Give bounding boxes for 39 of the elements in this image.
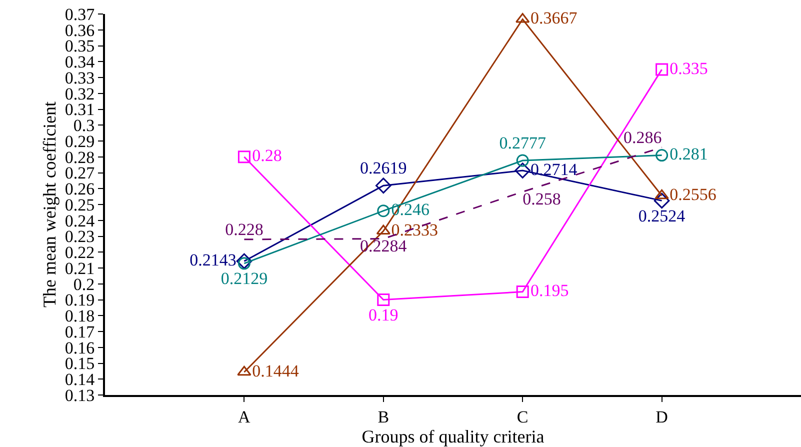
data-label: 0.195 — [530, 281, 569, 300]
data-label: 0.2714 — [530, 160, 578, 179]
point — [377, 294, 390, 306]
point — [656, 149, 668, 162]
data-label: 0.2556 — [670, 184, 716, 204]
data-label: 0.228 — [225, 220, 264, 240]
data-label: 0.1444 — [252, 361, 300, 380]
point — [514, 162, 530, 178]
point — [238, 150, 250, 164]
data-label: 0.258 — [522, 190, 561, 209]
data-label: 0.28 — [252, 146, 282, 166]
point — [654, 192, 670, 209]
point — [516, 286, 529, 298]
data-label: 0.286 — [624, 128, 662, 148]
data-label: 0.2524 — [638, 206, 686, 226]
data-label: 0.3667 — [530, 8, 578, 28]
y-axis-title: The mean weight coefficient — [40, 101, 60, 308]
x-tick-label: C — [516, 407, 528, 426]
point — [516, 12, 530, 23]
data-label: 0.2619 — [360, 158, 407, 178]
data-label: 0.2333 — [391, 220, 438, 240]
data-label: 0.281 — [670, 144, 708, 164]
point — [376, 178, 392, 194]
data-label: 0.2129 — [220, 269, 268, 288]
point — [516, 154, 529, 167]
data-label: 0.335 — [670, 58, 708, 78]
data-label: 0.2777 — [499, 133, 546, 152]
point — [656, 63, 668, 76]
point — [654, 189, 669, 200]
point — [236, 253, 252, 270]
data-label: 0.19 — [368, 305, 398, 324]
point — [237, 366, 252, 376]
point — [377, 204, 390, 218]
x-axis-title: Groups of quality criteria — [362, 426, 544, 446]
x-tick-label: A — [238, 407, 252, 426]
x-tick-label: B — [378, 407, 390, 426]
x-tick-label: D — [656, 407, 668, 426]
data-label: 0.2143 — [190, 250, 236, 270]
point — [376, 224, 390, 235]
